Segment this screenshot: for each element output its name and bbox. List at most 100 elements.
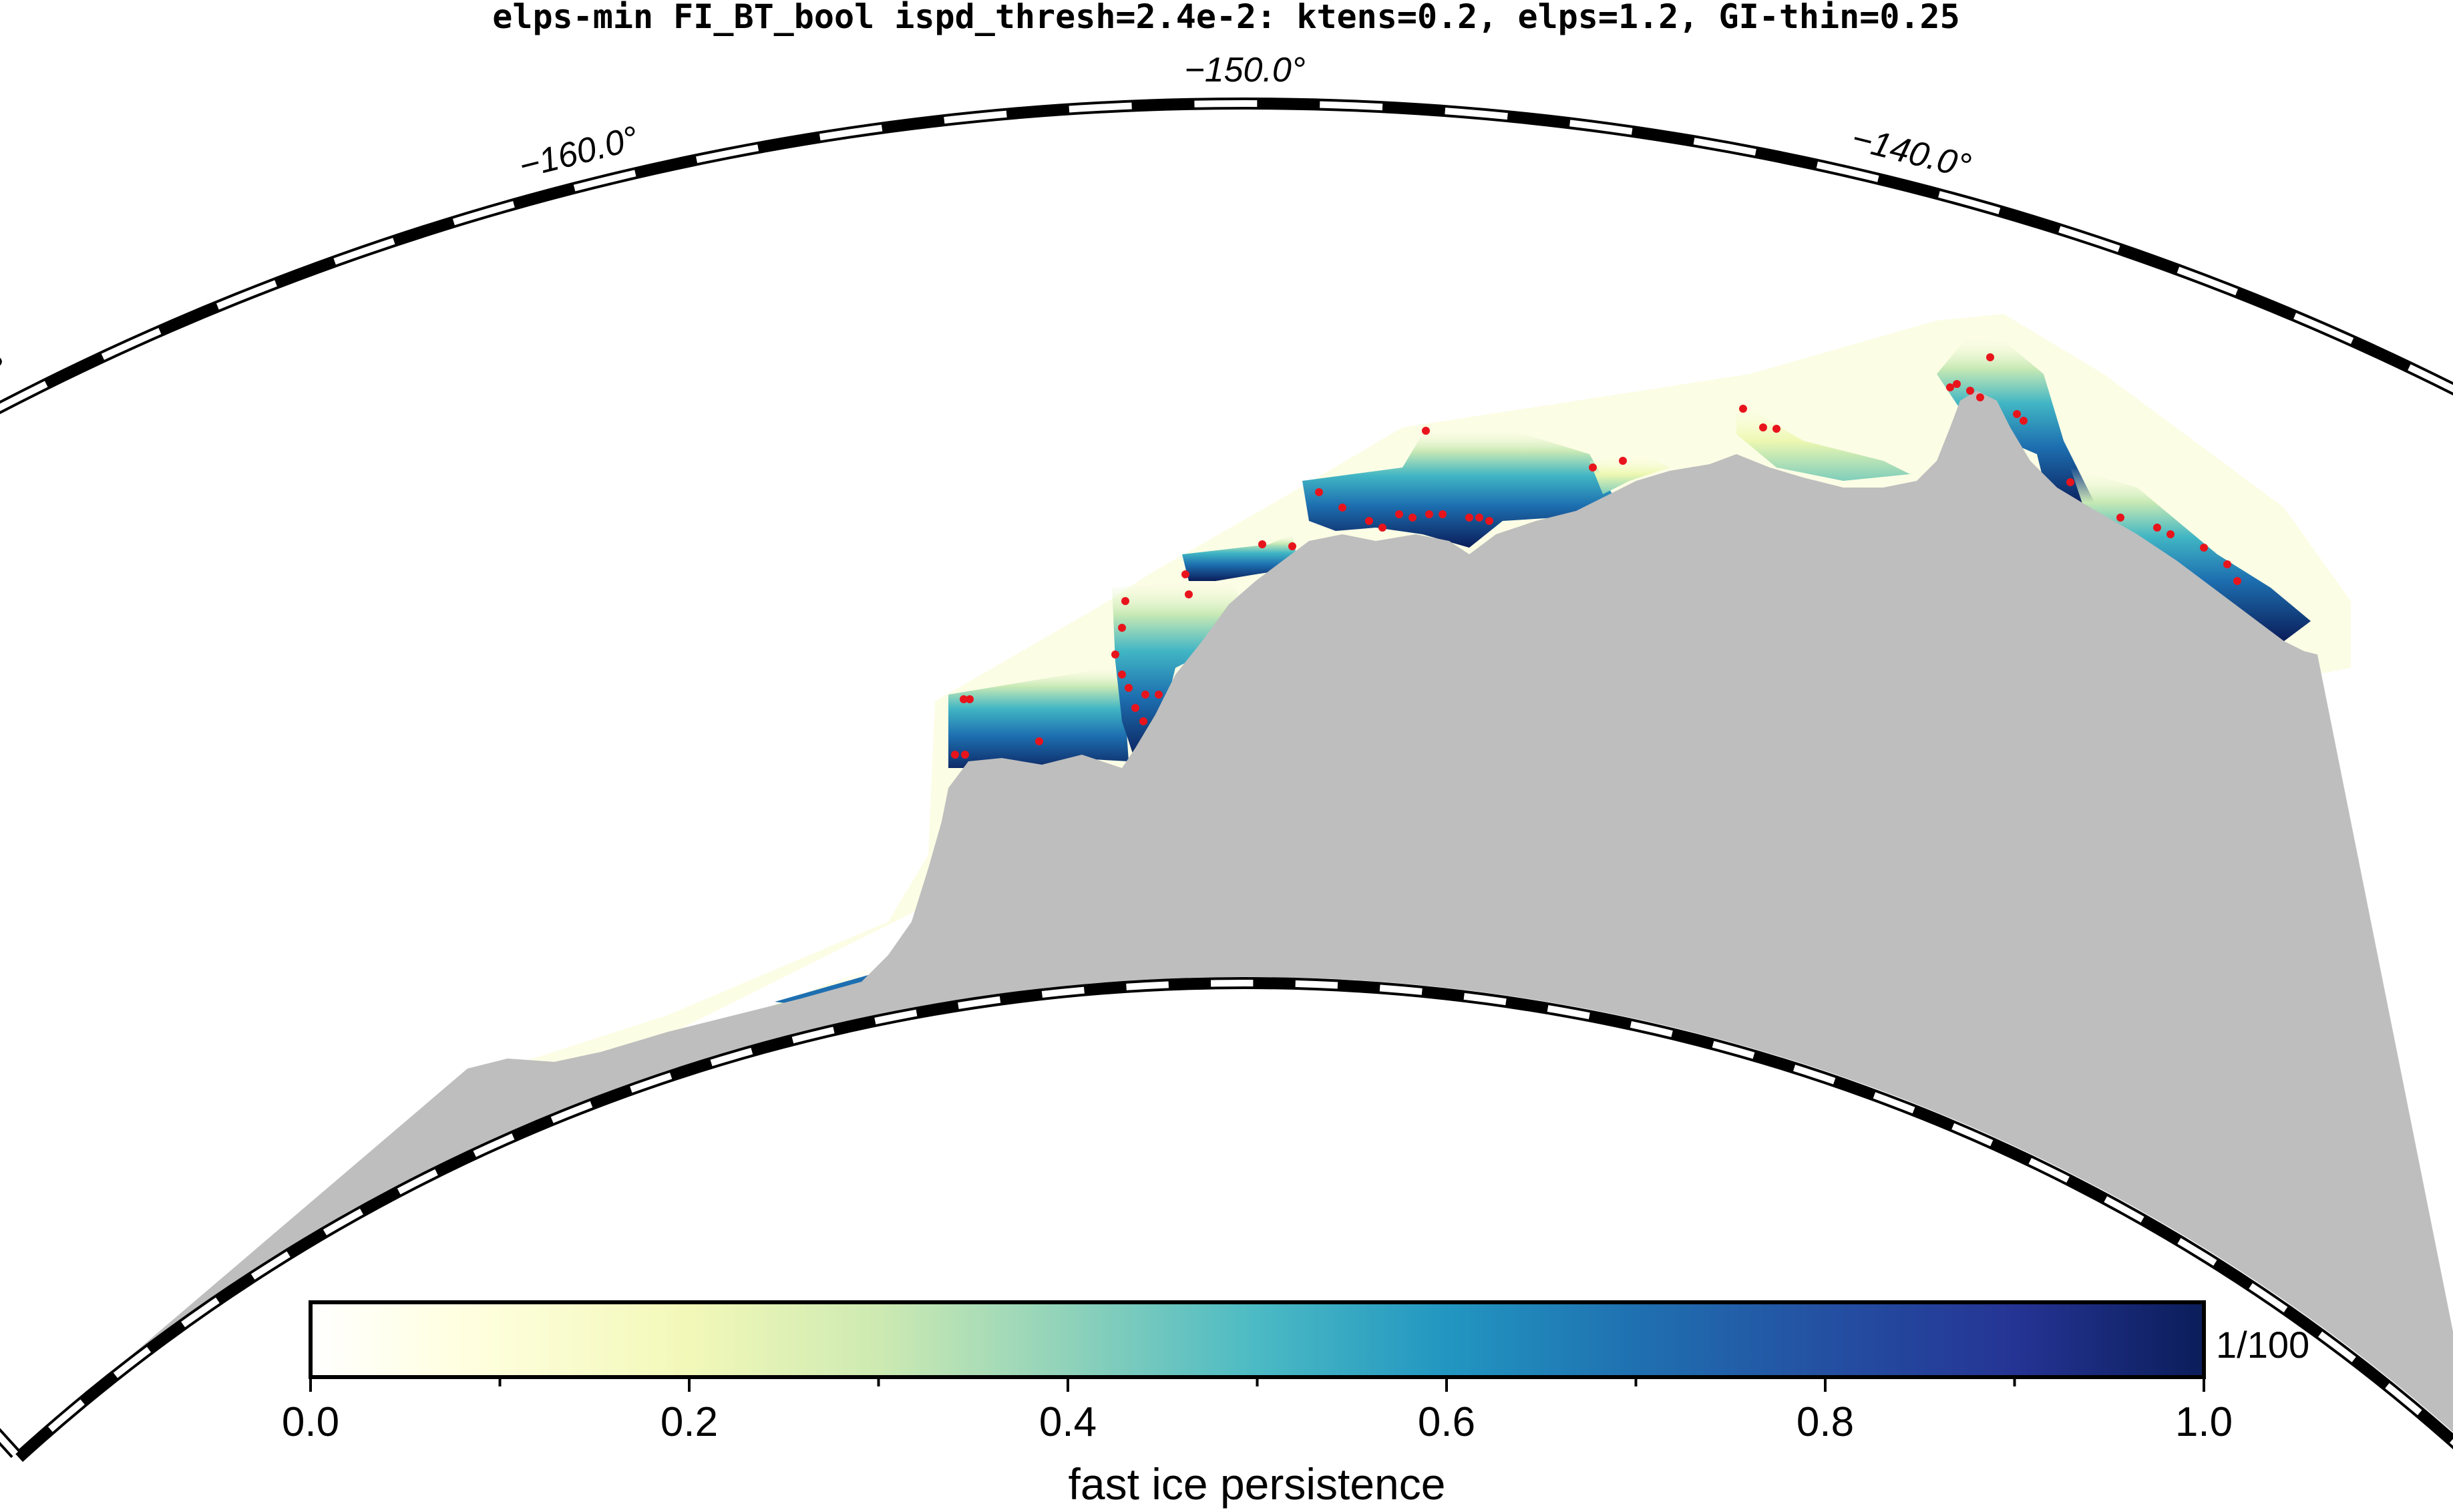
frame-segment [1833, 1077, 1876, 1100]
grounded-iceberg-marker [966, 695, 974, 703]
fast-ice-patch-b [1112, 578, 1242, 761]
grounded-iceberg-marker [1155, 691, 1163, 699]
grounded-iceberg-marker [1035, 737, 1043, 745]
grounded-iceberg-marker [1976, 393, 1984, 401]
grounded-iceberg-marker [1619, 457, 1627, 465]
grounded-iceberg-marker [1395, 510, 1403, 518]
grounded-iceberg-marker [951, 751, 959, 759]
frame-segment [1168, 978, 1211, 990]
grounded-iceberg-marker [2013, 410, 2021, 418]
frame-segment [634, 155, 698, 178]
frame-segment [2213, 1259, 2253, 1290]
frame-segment [286, 1228, 327, 1258]
frame-segment [1754, 148, 1819, 170]
land-antarctica [15, 391, 2453, 1455]
frame-segment [1877, 174, 1941, 199]
colorbar-tick-label: 0.4 [1039, 1399, 1097, 1445]
frame-segment [881, 116, 945, 133]
grounded-iceberg-marker [2166, 530, 2175, 538]
grounded-iceberg-marker [1315, 488, 1323, 496]
longitude-label: −150.0° [1184, 51, 1305, 89]
grounded-iceberg-marker [1422, 427, 1430, 435]
colorbar-ramp [309, 1300, 2206, 1379]
colorbar-tick-label: 0.0 [282, 1399, 339, 1445]
grounded-iceberg-marker [1131, 704, 1139, 712]
frame-segment [916, 1001, 960, 1018]
grounded-iceberg-marker [2233, 577, 2241, 585]
grounded-iceberg-marker [1181, 570, 1189, 578]
frame-segment [1257, 99, 1320, 110]
frame-segment [1998, 206, 2061, 234]
frame-segment [79, 1371, 119, 1406]
frame-segment [1631, 126, 1695, 146]
grounded-iceberg-marker [1141, 691, 1149, 699]
grounded-iceberg-marker [1759, 423, 1767, 431]
frame-segment [2117, 244, 2180, 274]
grounded-iceberg-marker [1338, 504, 1346, 512]
map-panel: −180.0°−170.0°−160.0°−150.0°−140.0°−130.… [0, 51, 2453, 1462]
grounded-iceberg-marker [1288, 542, 1296, 550]
fast-ice-patch-f [1736, 401, 1910, 481]
frame-segment [511, 1115, 554, 1141]
grounded-iceberg-marker [1946, 383, 1954, 391]
frame-arc-fill [0, 100, 2453, 411]
frame-segment [146, 1320, 186, 1354]
map-title: elps-min FI_BT_bool ispd_thresh=2.4e-2: … [492, 0, 1960, 36]
grounded-iceberg-marker [1118, 624, 1126, 632]
grounded-iceberg-markers [951, 353, 2241, 759]
grounded-iceberg-marker [2153, 524, 2161, 532]
grounded-iceberg-marker [1408, 514, 1417, 522]
frame-segment [44, 352, 105, 389]
fast-ice-patch-d [1302, 427, 1616, 548]
frame-segment [1588, 1011, 1632, 1029]
colorbar-tick-label: 1.0 [2175, 1399, 2233, 1445]
frame-segment [1507, 112, 1571, 128]
frame-segment [999, 989, 1043, 1004]
frame-segment [2140, 1215, 2182, 1245]
frame-segment [1990, 1139, 2032, 1165]
colorbar-title: fast ice persistence [1069, 1459, 1446, 1509]
grounded-iceberg-marker [1772, 425, 1780, 433]
frame-segment [392, 217, 455, 246]
frame-segment [750, 1035, 794, 1056]
fast-ice-patch-g [1937, 334, 2097, 508]
grounded-iceberg-marker [1465, 514, 1473, 522]
frame-segment [1337, 980, 1380, 993]
frame-segment [1253, 978, 1296, 989]
colorbar: 0.0 0.2 0.4 0.6 0.8 1.0 1/100 fast ice persis… [282, 1300, 2309, 1509]
fast-ice-raster [654, 334, 2311, 1055]
frame-segment [214, 1272, 256, 1304]
frame-segment [589, 1085, 633, 1109]
grounded-iceberg-marker [2020, 417, 2028, 425]
fast-ice-patch-h [2070, 467, 2311, 641]
frame-segment [2351, 1356, 2390, 1390]
grounded-iceberg-marker [1986, 353, 1994, 361]
frame-segment [15, 1425, 53, 1461]
grounded-iceberg-marker [2200, 544, 2208, 552]
frame-segment [1670, 1029, 1714, 1049]
colorbar-tick-label: 0.8 [1797, 1399, 1854, 1445]
frame-segment [757, 132, 821, 153]
frame-segment [669, 1058, 713, 1081]
frame-segment [1505, 997, 1549, 1013]
fast-ice-patch-a [948, 665, 1129, 775]
grounded-iceberg-marker [1365, 517, 1373, 525]
frame-segment [1382, 102, 1446, 116]
fast-ice-patch-c [1182, 534, 1299, 581]
frame-segment [158, 302, 220, 335]
grounded-iceberg-marker [1258, 540, 1266, 548]
frame-segment [1131, 99, 1195, 111]
grounded-iceberg-marker [1953, 380, 1961, 388]
frame-segment [1752, 1051, 1796, 1073]
colorbar-unit-label: 1/100 [2216, 1324, 2309, 1366]
grounded-iceberg-marker [2223, 560, 2231, 568]
grounded-iceberg-marker [1739, 405, 1747, 413]
grounded-iceberg-marker [960, 695, 968, 703]
colorbar-tick-label: 0.6 [1418, 1399, 1475, 1445]
fast-ice-patch-ross-dark [775, 975, 878, 1005]
frame-segment [1083, 982, 1127, 995]
frame-segment [2066, 1175, 2108, 1203]
grounded-iceberg-marker [1185, 590, 1193, 598]
grounded-iceberg-marker [1378, 524, 1386, 532]
frame-segment [1912, 1106, 1955, 1131]
